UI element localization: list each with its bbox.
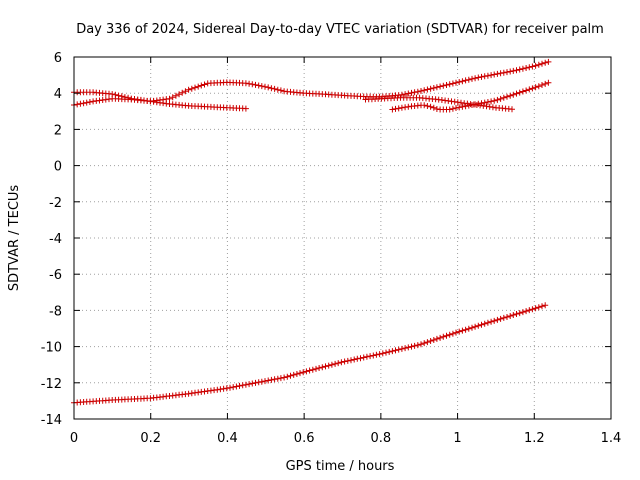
x-tick-labels: 0 0.2 0.4 0.6 0.8 1 1.2 1.4: [70, 431, 621, 446]
y-tick-label: -6: [49, 268, 62, 283]
data-point-markers: [71, 302, 549, 406]
x-tick-label: 1.4: [601, 431, 622, 446]
y-tick-label: -12: [41, 377, 62, 392]
y-tick-label: 6: [54, 51, 62, 66]
grid-lines: [74, 57, 611, 419]
y-tick-label: -2: [49, 196, 62, 211]
y-tick-label: 2: [54, 123, 62, 138]
y-tick-label: -10: [41, 341, 62, 356]
y-tick-label: -14: [41, 413, 62, 428]
y-axis-label: SDTVAR / TECUs: [7, 185, 22, 292]
x-axis-label: GPS time / hours: [286, 459, 395, 474]
axis-ticks: [73, 56, 612, 420]
x-tick-label: 0.2: [140, 431, 161, 446]
y-tick-labels: -14 -12 -10 -8 -6 -4 -2 0 2 4 6: [41, 51, 62, 428]
x-tick-label: 0.4: [217, 431, 238, 446]
x-tick-label: 1.2: [524, 431, 545, 446]
y-tick-label: -4: [49, 232, 62, 247]
x-tick-label: 0.8: [371, 431, 392, 446]
series-sat-c: [362, 94, 515, 113]
series-sat-e: [71, 302, 549, 406]
data-series: [71, 58, 552, 406]
data-point-markers: [71, 58, 552, 108]
x-tick-label: 0.6: [294, 431, 315, 446]
y-tick-label: 0: [54, 160, 62, 175]
data-point-markers: [362, 94, 515, 113]
y-tick-label: 4: [54, 87, 62, 102]
y-tick-label: -8: [49, 304, 62, 319]
x-tick-label: 1: [453, 431, 461, 446]
series-sat-b: [71, 58, 552, 108]
series-sat-d: [389, 79, 552, 113]
x-tick-label: 0: [70, 431, 78, 446]
data-point-markers: [389, 79, 552, 113]
chart-title: Day 336 of 2024, Sidereal Day-to-day VTE…: [76, 22, 604, 37]
